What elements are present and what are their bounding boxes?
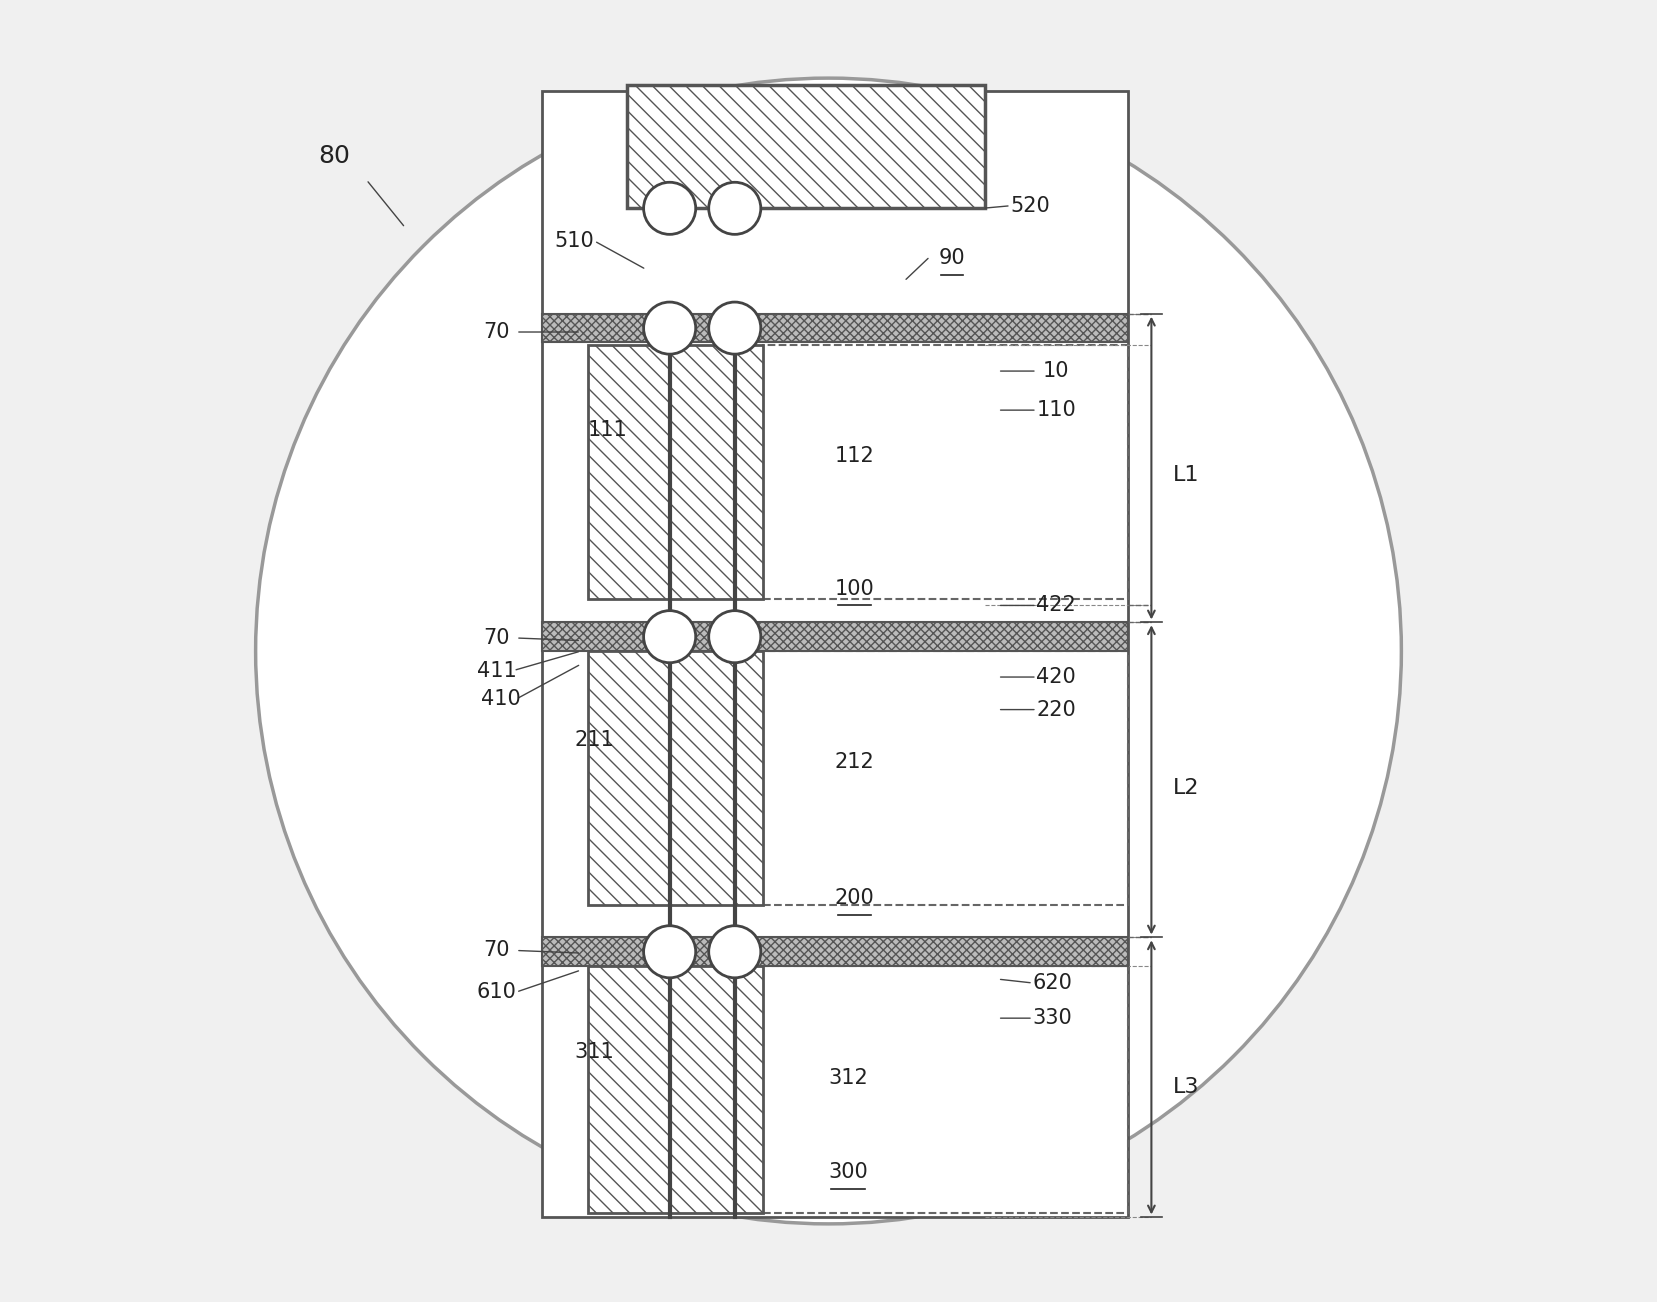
Text: 70: 70 xyxy=(484,940,510,961)
Bar xyxy=(542,937,1128,966)
Bar xyxy=(764,651,1128,905)
Text: L2: L2 xyxy=(1173,777,1200,798)
Circle shape xyxy=(709,926,761,978)
Text: 510: 510 xyxy=(555,230,595,251)
Text: 422: 422 xyxy=(1037,595,1077,616)
Bar xyxy=(764,345,1128,599)
Text: 311: 311 xyxy=(575,1042,615,1062)
Text: 110: 110 xyxy=(1037,400,1077,421)
Text: 70: 70 xyxy=(484,322,510,342)
Text: 100: 100 xyxy=(835,578,875,599)
Text: 70: 70 xyxy=(484,628,510,648)
Circle shape xyxy=(643,611,696,663)
Text: 212: 212 xyxy=(835,751,875,772)
Bar xyxy=(542,622,1128,651)
Text: 411: 411 xyxy=(477,660,517,681)
Bar xyxy=(588,345,764,599)
Text: 111: 111 xyxy=(587,419,626,440)
Text: 410: 410 xyxy=(481,689,520,710)
Text: 211: 211 xyxy=(575,729,615,750)
Text: 312: 312 xyxy=(828,1068,868,1088)
Text: 90: 90 xyxy=(940,247,966,268)
Bar xyxy=(588,966,764,1213)
Text: 10: 10 xyxy=(1044,361,1070,381)
Text: 420: 420 xyxy=(1037,667,1077,687)
Circle shape xyxy=(643,302,696,354)
Text: 220: 220 xyxy=(1037,699,1077,720)
Bar xyxy=(542,91,1128,1217)
Bar xyxy=(626,85,984,208)
Circle shape xyxy=(709,302,761,354)
Circle shape xyxy=(255,78,1402,1224)
Circle shape xyxy=(709,182,761,234)
Text: L3: L3 xyxy=(1173,1077,1200,1098)
Text: 80: 80 xyxy=(318,145,350,168)
Circle shape xyxy=(643,182,696,234)
Text: 330: 330 xyxy=(1032,1008,1072,1029)
Text: 112: 112 xyxy=(835,445,875,466)
Circle shape xyxy=(709,611,761,663)
Text: 620: 620 xyxy=(1032,973,1072,993)
Text: 610: 610 xyxy=(477,982,517,1003)
Text: L1: L1 xyxy=(1173,465,1200,486)
Circle shape xyxy=(643,926,696,978)
Bar xyxy=(542,314,1128,342)
Text: 300: 300 xyxy=(828,1161,868,1182)
Text: 200: 200 xyxy=(835,888,875,909)
Text: 520: 520 xyxy=(1011,195,1051,216)
Bar xyxy=(588,651,764,905)
Bar xyxy=(764,966,1128,1213)
